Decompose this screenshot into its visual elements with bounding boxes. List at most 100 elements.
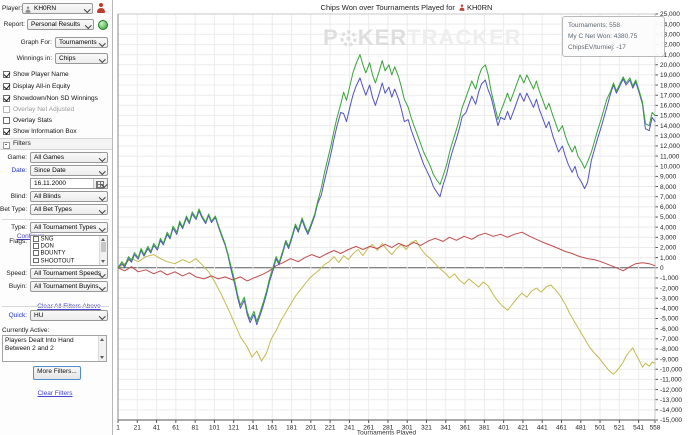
checkbox-label: Display All-in Equity bbox=[13, 83, 71, 90]
winnings-in-select[interactable]: Chips bbox=[55, 53, 108, 64]
checkbox-label: Showdown/Non SD Winnings bbox=[13, 95, 98, 102]
checkbox-overlay-net-adjusted: Overlay Net Adjusted bbox=[3, 105, 74, 114]
quick-label: Quick: bbox=[8, 312, 27, 319]
checkbox-icon[interactable] bbox=[33, 236, 39, 242]
checkbox-icon[interactable] bbox=[3, 70, 10, 78]
scroll-up-icon[interactable] bbox=[100, 338, 104, 341]
checkbox-display-all-in-equity[interactable]: Display All-in Equity bbox=[3, 82, 70, 91]
checkbox-icon[interactable] bbox=[33, 250, 39, 256]
tournament-type-select[interactable]: All Tournament Types bbox=[30, 222, 108, 233]
chevron-down-icon bbox=[98, 154, 105, 161]
report-label: Report: bbox=[3, 21, 25, 28]
checkbox-icon[interactable] bbox=[3, 116, 10, 124]
svg-text:3,000: 3,000 bbox=[660, 235, 677, 242]
chevron-down-icon bbox=[98, 167, 105, 174]
checkbox-icon[interactable] bbox=[3, 127, 10, 135]
chart-svg: -15,000 -14,000 -13,000 -12,000 -11,000 -10,0… bbox=[116, 11, 682, 435]
filters-section-header[interactable]: Filters bbox=[0, 138, 112, 150]
bet-type-select[interactable]: All Bet Types bbox=[30, 204, 108, 215]
more-filters-button[interactable]: More Filters... bbox=[33, 366, 81, 380]
buyin-select[interactable]: All Tournament Buyins bbox=[30, 281, 108, 292]
flags-listbox[interactable]: SNG DON BOUNTY SHOOTOUT bbox=[30, 235, 108, 266]
svg-text:501: 501 bbox=[595, 425, 606, 432]
svg-text:301: 301 bbox=[402, 425, 413, 432]
date-mode-select[interactable]: Since Date bbox=[30, 165, 108, 176]
player-select[interactable]: KH0RN bbox=[22, 3, 93, 14]
player-value: KH0RN bbox=[34, 5, 57, 12]
flag-option[interactable]: SHOOTOUT bbox=[31, 257, 107, 265]
game-select[interactable]: All Games bbox=[30, 152, 108, 163]
svg-text:10,000: 10,000 bbox=[660, 163, 680, 170]
flags-scrollbar[interactable] bbox=[99, 236, 107, 265]
flag-option[interactable]: SNG bbox=[31, 236, 107, 243]
scrollbar-thumb[interactable] bbox=[100, 242, 106, 252]
chevron-down-icon bbox=[98, 283, 105, 290]
info-chips-ev: ChipsEV/turniej: -17 bbox=[568, 44, 626, 51]
player-label: Player: bbox=[2, 5, 23, 12]
svg-text:6,000: 6,000 bbox=[660, 204, 677, 211]
svg-text:12,000: 12,000 bbox=[660, 143, 680, 150]
svg-text:401: 401 bbox=[498, 425, 509, 432]
report-select[interactable]: Personal Results bbox=[27, 19, 94, 30]
svg-text:-4,000: -4,000 bbox=[660, 306, 679, 313]
svg-text:441: 441 bbox=[537, 425, 548, 432]
svg-text:19,000: 19,000 bbox=[660, 72, 680, 79]
svg-text:-3,000: -3,000 bbox=[660, 295, 679, 302]
chevron-down-icon bbox=[83, 5, 90, 12]
svg-text:361: 361 bbox=[460, 425, 471, 432]
svg-text:161: 161 bbox=[267, 425, 278, 432]
collapse-icon[interactable] bbox=[3, 141, 10, 149]
quick-filter-select[interactable]: HU bbox=[30, 310, 108, 321]
checkbox-overlay-stats[interactable]: Overlay Stats Configure bbox=[3, 116, 52, 240]
svg-text:5,000: 5,000 bbox=[660, 214, 677, 221]
date-input[interactable]: 16.11.2000 bbox=[30, 178, 108, 189]
quick-value: HU bbox=[34, 312, 44, 319]
svg-text:281: 281 bbox=[383, 425, 394, 432]
checkbox-icon[interactable] bbox=[33, 243, 39, 249]
scroll-down-icon[interactable] bbox=[101, 260, 105, 263]
scroll-up-icon[interactable] bbox=[101, 238, 105, 241]
svg-text:541: 541 bbox=[633, 425, 644, 432]
svg-text:-7,000: -7,000 bbox=[660, 336, 679, 343]
player-manager-button[interactable] bbox=[96, 3, 106, 14]
svg-text:-8,000: -8,000 bbox=[660, 346, 679, 353]
calendar-button[interactable] bbox=[93, 179, 107, 189]
svg-text:341: 341 bbox=[440, 425, 451, 432]
svg-text:13,000: 13,000 bbox=[660, 133, 680, 140]
svg-text:20,000: 20,000 bbox=[660, 62, 680, 69]
checkbox-label: Show Player Name bbox=[13, 71, 69, 78]
checkbox-icon[interactable] bbox=[33, 257, 39, 264]
svg-text:221: 221 bbox=[325, 425, 336, 432]
sidebar: Player: KH0RN Report: Personal Results G… bbox=[0, 0, 113, 435]
svg-text:22,000: 22,000 bbox=[660, 42, 680, 49]
game-value: All Games bbox=[34, 154, 64, 161]
speed-select[interactable]: All Tournament Speeds bbox=[30, 268, 108, 279]
date-value: 16.11.2000 bbox=[34, 180, 67, 187]
blind-select[interactable]: All Blinds bbox=[30, 191, 108, 202]
svg-text:4,000: 4,000 bbox=[660, 224, 677, 231]
graph-for-select[interactable]: Tournaments bbox=[55, 37, 108, 48]
checkbox-show-player-name[interactable]: Show Player Name bbox=[3, 70, 69, 79]
scroll-down-icon[interactable] bbox=[100, 356, 104, 359]
clear-filters-link[interactable]: Clear Filters bbox=[37, 390, 73, 397]
flag-option[interactable]: DON bbox=[31, 243, 107, 250]
blind-label: Blind: bbox=[10, 193, 27, 200]
info-box: Tournaments: 558 My C Net Won: 4380.75 C… bbox=[562, 16, 665, 57]
chevron-down-icon bbox=[98, 193, 105, 200]
currently-active-textarea[interactable]: Players Dealt Into Hand Between 2 and 2 bbox=[2, 335, 107, 362]
winnings-in-value: Chips bbox=[59, 55, 76, 62]
svg-text:9,000: 9,000 bbox=[660, 174, 677, 181]
checkbox-showdown-non-sd[interactable]: Showdown/Non SD Winnings bbox=[3, 94, 98, 103]
svg-text:8,000: 8,000 bbox=[660, 184, 677, 191]
textarea-scrollbar[interactable] bbox=[98, 336, 106, 361]
svg-text:41: 41 bbox=[153, 425, 161, 432]
checkbox-icon[interactable] bbox=[3, 94, 10, 102]
flag-option[interactable]: BOUNTY bbox=[31, 250, 107, 257]
checkbox-show-information-box[interactable]: Show Information Box Configure bbox=[3, 127, 77, 262]
checkbox-icon[interactable] bbox=[3, 82, 10, 90]
svg-text:-13,000: -13,000 bbox=[660, 397, 682, 404]
svg-text:558: 558 bbox=[650, 425, 661, 432]
currently-active-text: Players Dealt Into Hand Between 2 and 2 bbox=[5, 337, 74, 352]
svg-text:11,000: 11,000 bbox=[660, 153, 680, 160]
